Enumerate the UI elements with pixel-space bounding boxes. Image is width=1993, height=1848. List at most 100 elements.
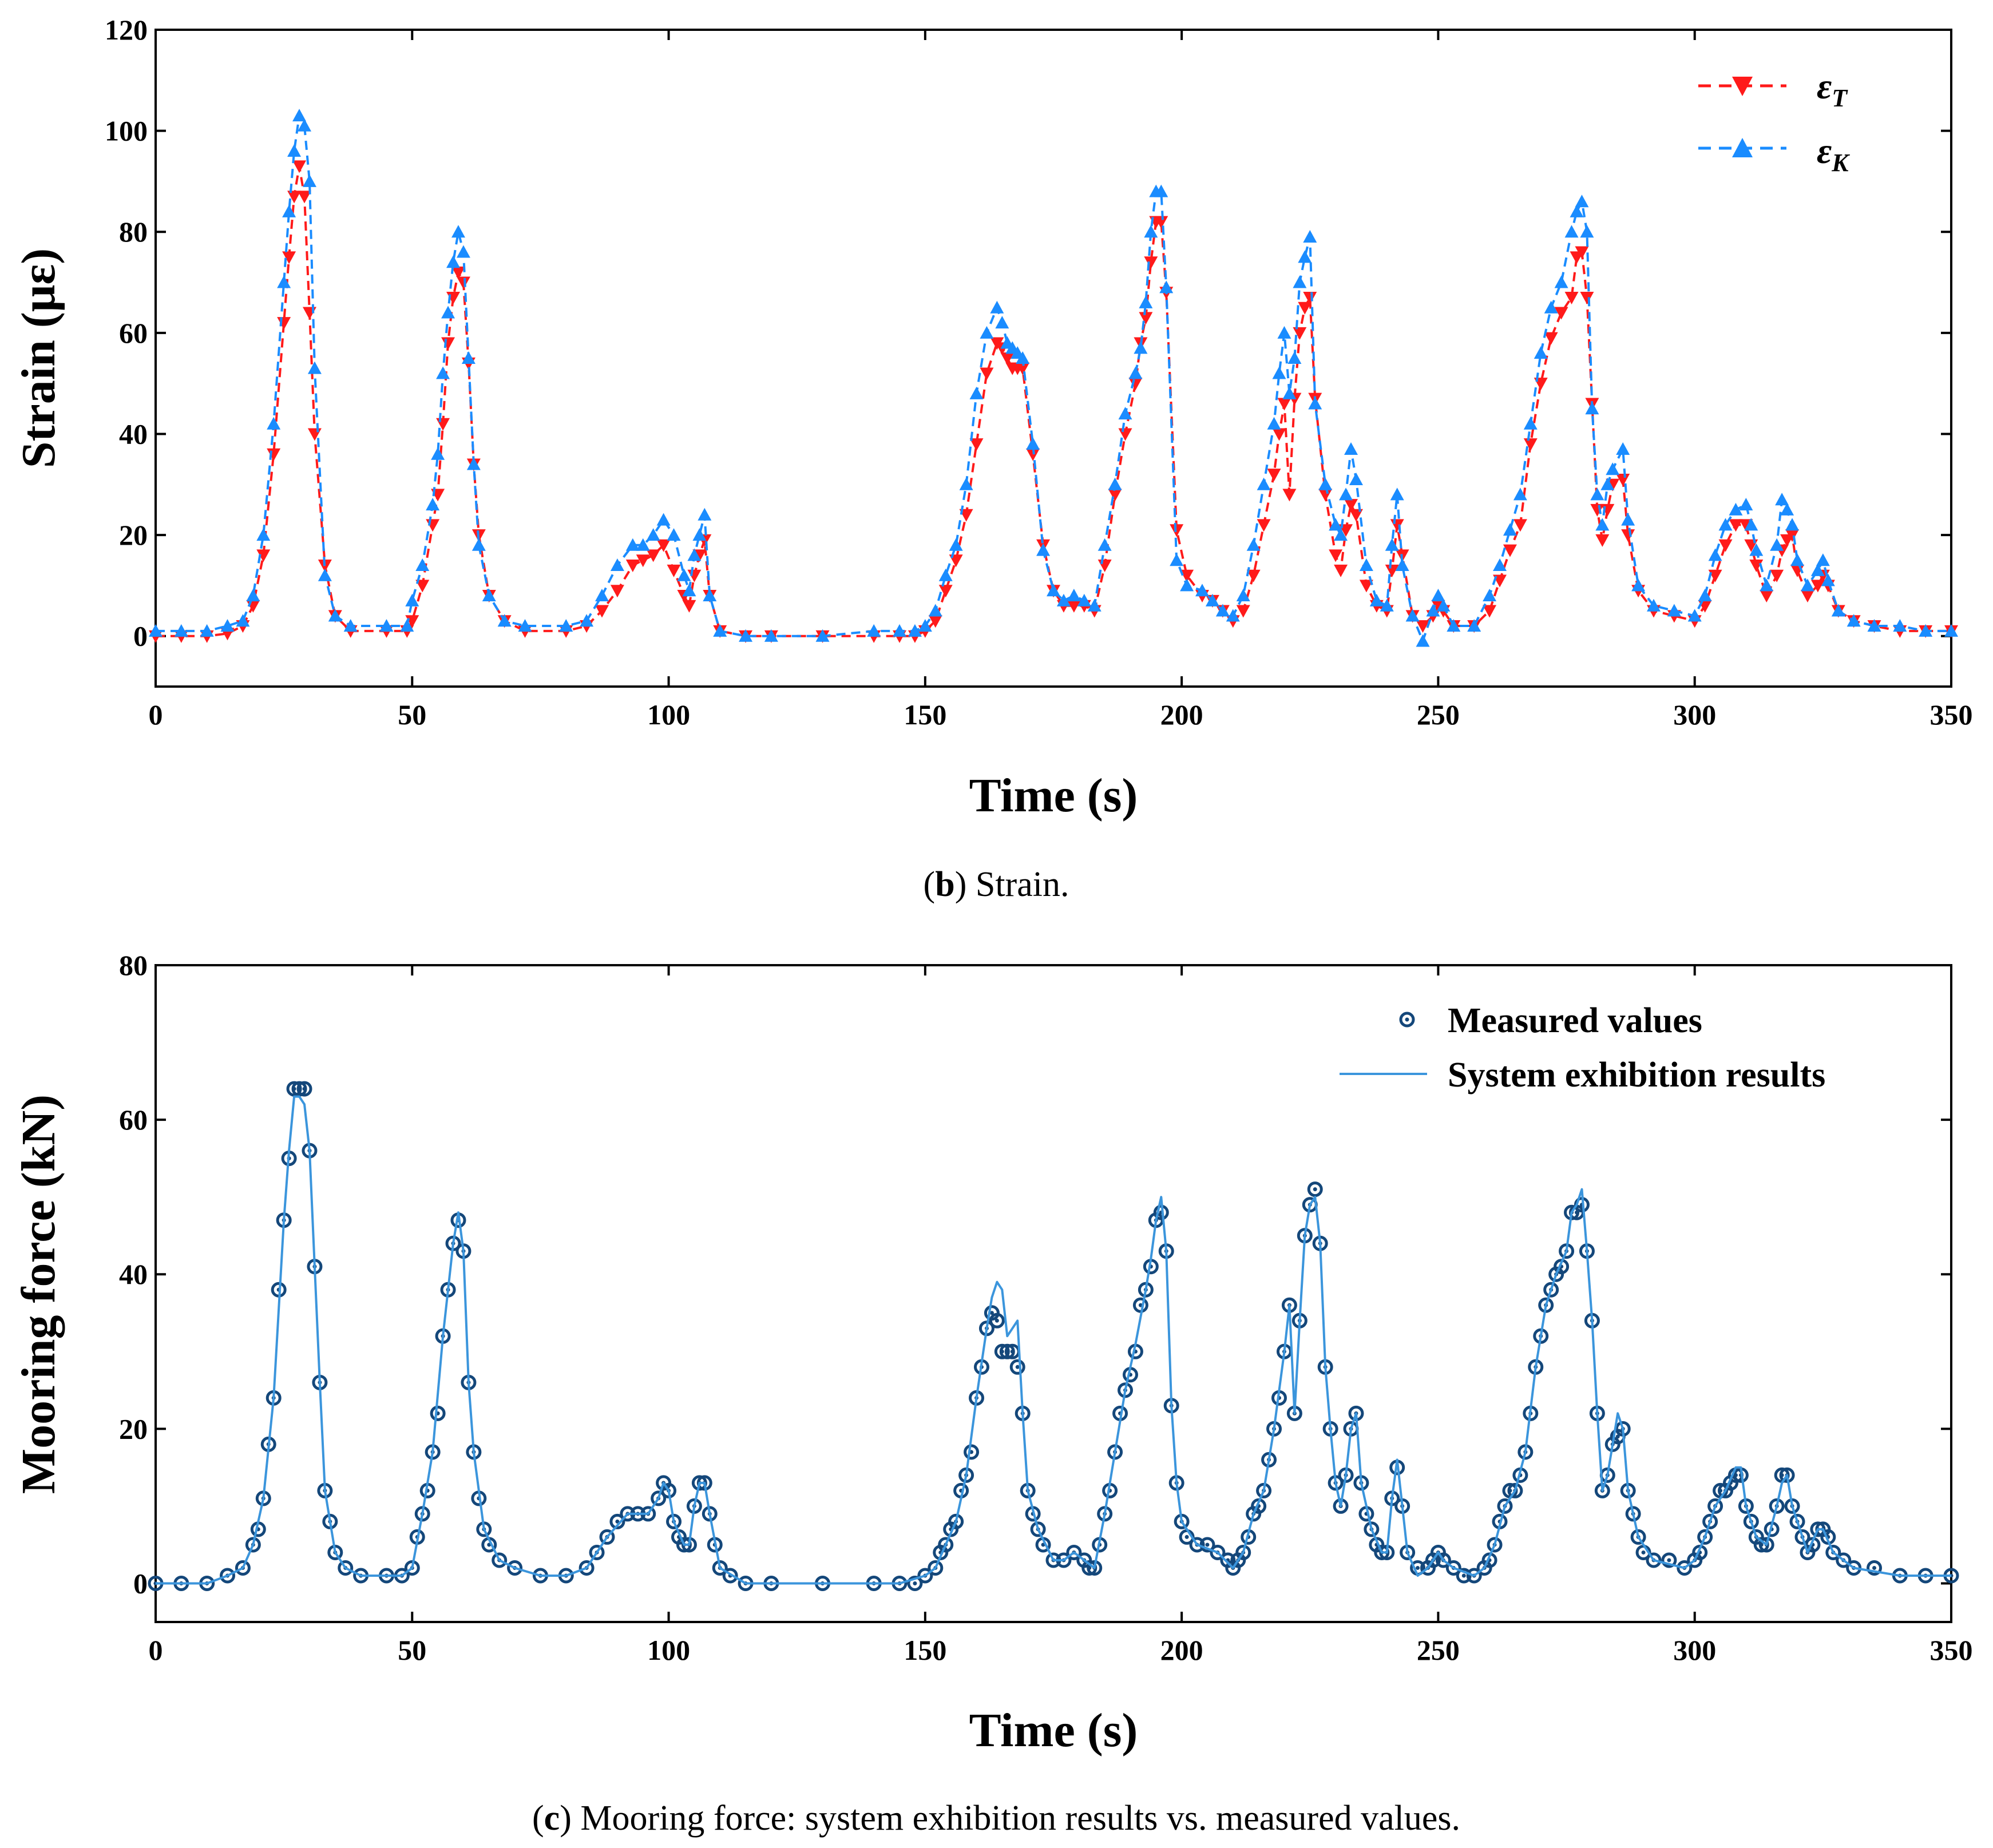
mooring-y-axis-title: Mooring force (kN) (12, 1094, 65, 1494)
strain-data-point--k (287, 144, 302, 157)
strain-data-point--t (1729, 519, 1743, 532)
mooring-series-line-system-exhibition-results (156, 1095, 1951, 1585)
strain-data-point--k (1318, 477, 1333, 490)
strain-data-point--t (625, 560, 640, 573)
strain-data-point--k (969, 386, 984, 399)
strain-data-point--k (461, 351, 476, 364)
mooring-data-point-measured-values (712, 1560, 728, 1576)
strain-data-point--t (1144, 256, 1158, 269)
mooring-data-point-measured-values (1630, 1529, 1646, 1545)
strain-data-point--t (256, 549, 271, 562)
mooring-data-point-measured-values (1646, 1552, 1662, 1568)
strain-data-point--k (687, 548, 702, 561)
strain-data-point--k (815, 629, 830, 642)
strain-data-point--k (200, 624, 214, 637)
strain-data-point--k (703, 589, 717, 602)
strain-data-point--k (451, 225, 465, 238)
strain-data-point--t (1621, 529, 1635, 542)
strain-data-point--t (1108, 489, 1122, 502)
legend-eps-k-label: εK (1817, 130, 1850, 177)
mooring-data-point-measured-values (1697, 1529, 1713, 1545)
strain-data-point--t (1026, 448, 1040, 461)
strain-data-point--k (625, 538, 640, 551)
strain-data-point--k (867, 624, 881, 637)
strain-data-point--k (174, 624, 188, 637)
strain-data-point--t (1718, 539, 1733, 552)
strain-chart: 0 50 100 150 200 250 300 350 0 20 40 60 80 100 120 Tim… (12, 14, 1973, 822)
strain-data-point--k (1493, 558, 1507, 572)
strain-data-point--k (1047, 584, 1060, 597)
strain-data-point--k (471, 538, 486, 551)
mooring-data-point-measured-values (1235, 1544, 1251, 1560)
mooring-data-point-dot-measured-values (1641, 1550, 1646, 1554)
mooring-data-point-measured-values (492, 1552, 508, 1568)
strain-x-tick-label: 300 (1673, 699, 1716, 731)
strain-x-tick-label: 50 (398, 699, 426, 731)
strain-data-point--k (298, 118, 312, 132)
strain-data-point--k (267, 417, 281, 430)
strain-data-point--k (292, 109, 307, 122)
strain-data-point--k (908, 624, 922, 637)
strain-data-point--k (466, 457, 481, 470)
strain-data-point--k (446, 255, 461, 268)
strain-data-point--k (1687, 609, 1702, 622)
strain-data-point--t (959, 509, 973, 522)
strain-data-point--k (1534, 346, 1548, 359)
strain-data-point--k (400, 619, 414, 632)
strain-data-point--k (1308, 396, 1322, 410)
mooring-data-point-measured-values (928, 1560, 944, 1576)
strain-data-point--k (764, 629, 778, 642)
strain-data-point--k (667, 528, 681, 541)
strain-data-point--k (426, 498, 440, 511)
strain-y-tick-label: 60 (119, 317, 148, 349)
strain-y-tick-label: 120 (105, 14, 148, 46)
mooring-data-point-measured-values (430, 1405, 446, 1421)
strain-data-point--k (1303, 230, 1317, 243)
strain-data-point--k (995, 316, 1009, 329)
strain-data-point--k (1128, 366, 1143, 379)
strain-data-point--t (1293, 327, 1307, 340)
strain-data-point--k (980, 326, 994, 339)
mooring-data-point-measured-values (1743, 1513, 1759, 1529)
mooring-data-point-measured-values (1543, 1282, 1559, 1298)
mooring-data-point-measured-values (1199, 1537, 1215, 1553)
strain-data-point--k (1831, 604, 1845, 617)
mooring-plot-frame (154, 964, 1952, 1623)
mooring-data-point-dot-measured-values (1461, 1573, 1466, 1578)
strain-data-point--k (1144, 225, 1158, 238)
strain-data-point--t (1749, 560, 1764, 573)
strain-data-point--t (980, 367, 994, 380)
mooring-data-point-dot-measured-values (994, 1318, 999, 1323)
caption-b-label: b (935, 865, 954, 904)
mooring-y-tick-label: 80 (119, 949, 148, 981)
strain-data-point--k (1847, 614, 1861, 627)
strain-data-point--k (1631, 578, 1646, 592)
strain-data-point--k (1790, 553, 1805, 566)
strain-data-point--k (497, 614, 512, 627)
strain-data-point--k (1810, 563, 1825, 576)
strain-data-point--k (1816, 553, 1830, 566)
strain-data-point--k (646, 528, 660, 541)
strain-data-point--k (928, 604, 942, 617)
mooring-y-tick-label: 40 (119, 1258, 148, 1290)
strain-data-point--k (1585, 402, 1599, 415)
strain-plot-frame (154, 29, 1952, 688)
strain-data-point--t (456, 276, 470, 290)
strain-data-point--k (379, 619, 394, 632)
strain-data-point--k (1780, 502, 1794, 515)
strain-data-point--t (610, 585, 624, 598)
legend-eps-k-symbol: ε (1817, 130, 1832, 171)
strain-data-point--k (456, 245, 470, 258)
strain-data-point--t (1416, 620, 1430, 633)
strain-data-point--t (1785, 529, 1800, 542)
strain-y-tick-label: 80 (119, 216, 148, 248)
mooring-data-point-measured-values (1307, 1181, 1323, 1197)
strain-data-point--k (692, 528, 707, 541)
mooring-data-point-measured-values (1794, 1529, 1810, 1545)
legend-eps-t-subscript: T (1832, 84, 1848, 112)
strain-y-tick-label: 20 (119, 519, 148, 551)
legend-measured-marker (1399, 1012, 1415, 1028)
strain-data-point--k (938, 568, 953, 581)
strain-data-point--t (267, 448, 281, 461)
strain-y-tick-label: 100 (105, 115, 148, 147)
